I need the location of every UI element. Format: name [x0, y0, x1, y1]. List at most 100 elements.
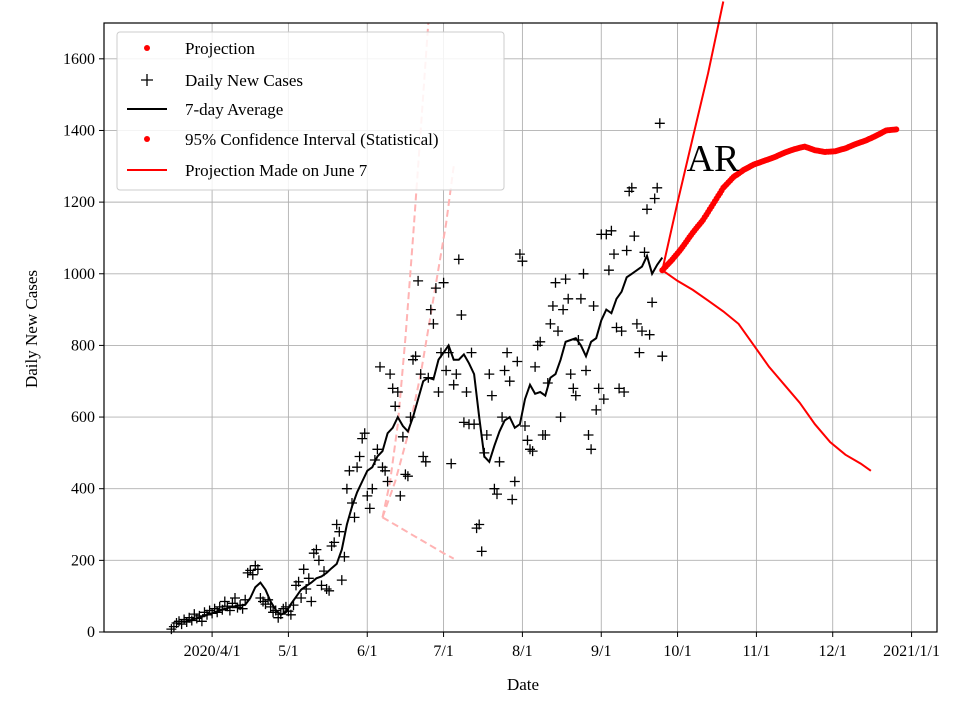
daily-case-point	[616, 326, 627, 337]
daily-case-point	[601, 229, 612, 240]
daily-case-point	[418, 451, 429, 462]
daily-new-cases-markers	[166, 118, 668, 635]
daily-case-point	[520, 421, 530, 431]
daily-case-point	[232, 602, 243, 613]
daily-case-point	[497, 412, 508, 423]
daily-case-point	[331, 519, 342, 530]
legend-marker-daily-new-cases	[141, 74, 153, 86]
daily-case-point	[603, 265, 614, 276]
daily-case-point	[385, 369, 396, 380]
daily-case-point	[441, 365, 452, 376]
daily-case-point	[298, 564, 309, 575]
daily-case-point	[649, 193, 660, 204]
daily-case-point	[606, 225, 617, 236]
daily-case-point	[313, 555, 324, 566]
daily-case-point	[306, 596, 317, 607]
x-axis-ticks: 2020/4/1 5/1 6/1 7/1 8/1 9/1 10/1 11/1 12/1 2021/…	[184, 632, 940, 660]
daily-case-point	[438, 277, 449, 288]
daily-case-point	[466, 347, 477, 358]
daily-case-point	[311, 544, 322, 555]
daily-case-point	[425, 304, 436, 315]
x-tick-label: 8/1	[512, 643, 532, 660]
daily-case-point	[397, 431, 408, 442]
x-tick-label: 12/1	[818, 643, 846, 660]
daily-case-point	[609, 249, 619, 260]
daily-case-point	[553, 326, 563, 337]
daily-case-point	[446, 458, 457, 469]
daily-case-point	[530, 361, 541, 372]
daily-case-point	[329, 537, 340, 548]
daily-case-point	[179, 614, 190, 625]
daily-case-point	[260, 599, 271, 610]
daily-case-point	[514, 249, 525, 260]
daily-case-point	[372, 444, 383, 455]
daily-case-point	[550, 277, 561, 288]
daily-case-point	[316, 580, 327, 591]
daily-case-point	[494, 456, 505, 467]
daily-case-point	[502, 347, 513, 358]
daily-case-point	[583, 430, 594, 440]
daily-case-point	[647, 297, 658, 308]
daily-case-point	[349, 512, 360, 523]
y-tick-label: 200	[71, 552, 95, 569]
daily-case-point	[341, 483, 352, 494]
daily-case-point	[484, 369, 495, 380]
daily-case-point	[565, 369, 576, 380]
daily-case-point	[568, 383, 579, 394]
daily-case-point	[540, 430, 551, 440]
daily-case-point	[486, 390, 497, 401]
daily-case-point	[629, 231, 640, 242]
x-axis-title: Date	[507, 675, 539, 694]
daily-case-point	[593, 383, 604, 394]
daily-case-point	[230, 593, 240, 603]
daily-case-point	[428, 318, 439, 329]
june7-projection-line	[381, 166, 455, 518]
daily-case-point	[504, 376, 515, 387]
daily-case-point	[512, 356, 523, 367]
daily-case-point	[611, 322, 622, 333]
plot-frame	[103, 22, 938, 633]
confidence-interval-line	[661, 269, 872, 472]
daily-case-point	[413, 275, 424, 286]
daily-case-point	[657, 351, 668, 362]
daily-case-point	[525, 444, 535, 455]
y-tick-label: 1400	[63, 122, 95, 139]
daily-case-point	[359, 428, 370, 439]
projection-point	[893, 126, 900, 133]
daily-case-point	[303, 573, 314, 584]
daily-case-point	[637, 326, 647, 337]
daily-case-point	[588, 301, 599, 311]
daily-case-point	[644, 329, 655, 340]
daily-case-point	[433, 387, 444, 397]
daily-case-point	[293, 576, 304, 587]
daily-case-point	[634, 347, 645, 358]
daily-case-point	[357, 433, 368, 444]
daily-case-point	[339, 551, 350, 562]
daily-case-point	[352, 462, 363, 473]
daily-case-point	[354, 451, 365, 462]
daily-case-point	[451, 369, 462, 380]
daily-case-point	[560, 274, 571, 285]
daily-case-point	[642, 204, 652, 215]
june7-projection-line	[381, 516, 455, 560]
daily-case-point	[507, 494, 518, 505]
daily-case-point	[245, 565, 256, 576]
daily-case-point	[410, 351, 421, 362]
y-tick-label: 1600	[63, 51, 95, 68]
daily-case-point	[392, 387, 403, 397]
daily-case-point	[578, 268, 589, 279]
legend-label-june7-projection: Projection Made on June 7	[185, 161, 368, 180]
legend: Projection Daily New Cases 7-day Average…	[116, 31, 505, 191]
confidence-interval-lines	[661, 1, 872, 472]
daily-case-point	[499, 365, 510, 376]
daily-case-point	[321, 584, 332, 594]
daily-case-point	[334, 526, 345, 537]
daily-case-point	[375, 361, 385, 372]
legend-marker-confidence-interval	[144, 136, 150, 142]
daily-case-point	[402, 471, 413, 482]
daily-case-point	[324, 585, 335, 596]
daily-case-point	[535, 336, 546, 347]
x-tick-label: 5/1	[278, 643, 298, 660]
y-tick-label: 0	[87, 624, 95, 641]
daily-case-point	[517, 256, 528, 267]
